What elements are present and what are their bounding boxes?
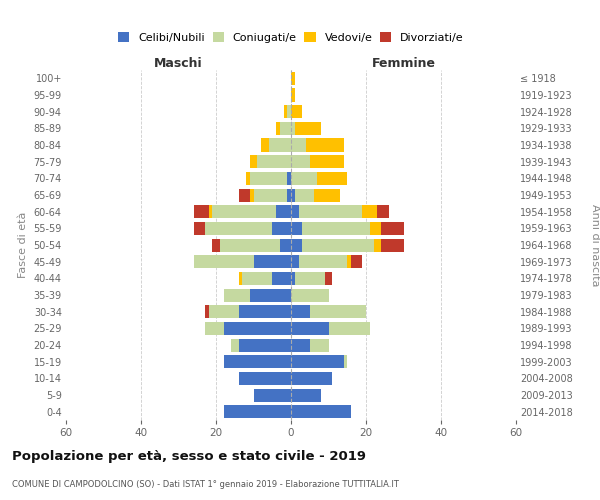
Bar bbox=[269, 138, 291, 151]
Bar bbox=[314, 188, 340, 202]
Bar bbox=[291, 305, 310, 318]
Bar bbox=[302, 222, 370, 235]
Bar bbox=[310, 155, 343, 168]
Bar bbox=[295, 122, 321, 135]
Bar bbox=[381, 238, 404, 252]
Bar bbox=[291, 388, 321, 402]
Bar bbox=[291, 205, 299, 218]
Bar bbox=[209, 305, 239, 318]
Bar bbox=[205, 322, 223, 335]
Bar bbox=[242, 272, 272, 285]
Bar bbox=[250, 188, 254, 202]
Bar bbox=[291, 88, 295, 102]
Bar bbox=[239, 188, 250, 202]
Bar bbox=[291, 122, 295, 135]
Bar bbox=[377, 205, 389, 218]
Y-axis label: Fasce di età: Fasce di età bbox=[18, 212, 28, 278]
Bar bbox=[223, 322, 291, 335]
Bar bbox=[205, 305, 209, 318]
Bar bbox=[212, 205, 276, 218]
Bar bbox=[291, 188, 295, 202]
Bar bbox=[280, 238, 291, 252]
Bar bbox=[276, 205, 291, 218]
Bar bbox=[329, 322, 370, 335]
Bar bbox=[239, 305, 291, 318]
Bar bbox=[299, 255, 347, 268]
Bar bbox=[295, 272, 325, 285]
Text: Maschi: Maschi bbox=[154, 57, 203, 70]
Bar bbox=[220, 238, 280, 252]
Bar bbox=[291, 222, 302, 235]
Bar bbox=[295, 188, 314, 202]
Bar bbox=[291, 338, 310, 351]
Bar bbox=[310, 338, 329, 351]
Bar bbox=[325, 272, 332, 285]
Bar bbox=[343, 355, 347, 368]
Bar bbox=[291, 172, 317, 185]
Bar bbox=[351, 255, 362, 268]
Bar bbox=[193, 255, 254, 268]
Bar bbox=[291, 355, 343, 368]
Bar bbox=[280, 122, 291, 135]
Bar bbox=[223, 405, 291, 418]
Bar bbox=[287, 105, 291, 118]
Bar bbox=[254, 188, 287, 202]
Bar bbox=[231, 338, 239, 351]
Bar bbox=[306, 138, 343, 151]
Bar bbox=[250, 288, 291, 302]
Bar bbox=[291, 238, 302, 252]
Bar bbox=[291, 288, 329, 302]
Bar bbox=[299, 205, 362, 218]
Bar bbox=[291, 322, 329, 335]
Bar bbox=[212, 238, 220, 252]
Bar bbox=[261, 138, 269, 151]
Bar bbox=[362, 205, 377, 218]
Bar bbox=[250, 172, 287, 185]
Bar bbox=[272, 272, 291, 285]
Bar bbox=[302, 238, 373, 252]
Bar bbox=[287, 188, 291, 202]
Bar bbox=[276, 122, 280, 135]
Bar bbox=[209, 205, 212, 218]
Y-axis label: Anni di nascita: Anni di nascita bbox=[590, 204, 599, 286]
Bar bbox=[291, 255, 299, 268]
Text: COMUNE DI CAMPODOLCINO (SO) - Dati ISTAT 1° gennaio 2019 - Elaborazione TUTTITAL: COMUNE DI CAMPODOLCINO (SO) - Dati ISTAT… bbox=[12, 480, 399, 489]
Bar bbox=[239, 372, 291, 385]
Bar bbox=[291, 405, 351, 418]
Bar bbox=[291, 72, 295, 85]
Bar bbox=[373, 238, 381, 252]
Bar bbox=[205, 222, 272, 235]
Bar bbox=[272, 222, 291, 235]
Bar bbox=[223, 355, 291, 368]
Bar bbox=[347, 255, 351, 268]
Bar bbox=[287, 172, 291, 185]
Bar bbox=[381, 222, 404, 235]
Bar bbox=[291, 138, 306, 151]
Bar bbox=[239, 272, 242, 285]
Bar bbox=[284, 105, 287, 118]
Legend: Celibi/Nubili, Coniugati/e, Vedovi/e, Divorziati/e: Celibi/Nubili, Coniugati/e, Vedovi/e, Di… bbox=[116, 30, 466, 45]
Bar bbox=[317, 172, 347, 185]
Bar bbox=[193, 205, 209, 218]
Bar bbox=[223, 288, 250, 302]
Bar bbox=[291, 272, 295, 285]
Bar bbox=[250, 155, 257, 168]
Text: Popolazione per età, sesso e stato civile - 2019: Popolazione per età, sesso e stato civil… bbox=[12, 450, 366, 463]
Bar bbox=[246, 172, 250, 185]
Bar bbox=[254, 388, 291, 402]
Bar bbox=[291, 105, 302, 118]
Bar bbox=[257, 155, 291, 168]
Bar bbox=[193, 222, 205, 235]
Bar bbox=[291, 372, 332, 385]
Bar bbox=[291, 155, 310, 168]
Bar bbox=[370, 222, 381, 235]
Bar bbox=[254, 255, 291, 268]
Text: Femmine: Femmine bbox=[371, 57, 436, 70]
Bar bbox=[310, 305, 366, 318]
Bar bbox=[239, 338, 291, 351]
